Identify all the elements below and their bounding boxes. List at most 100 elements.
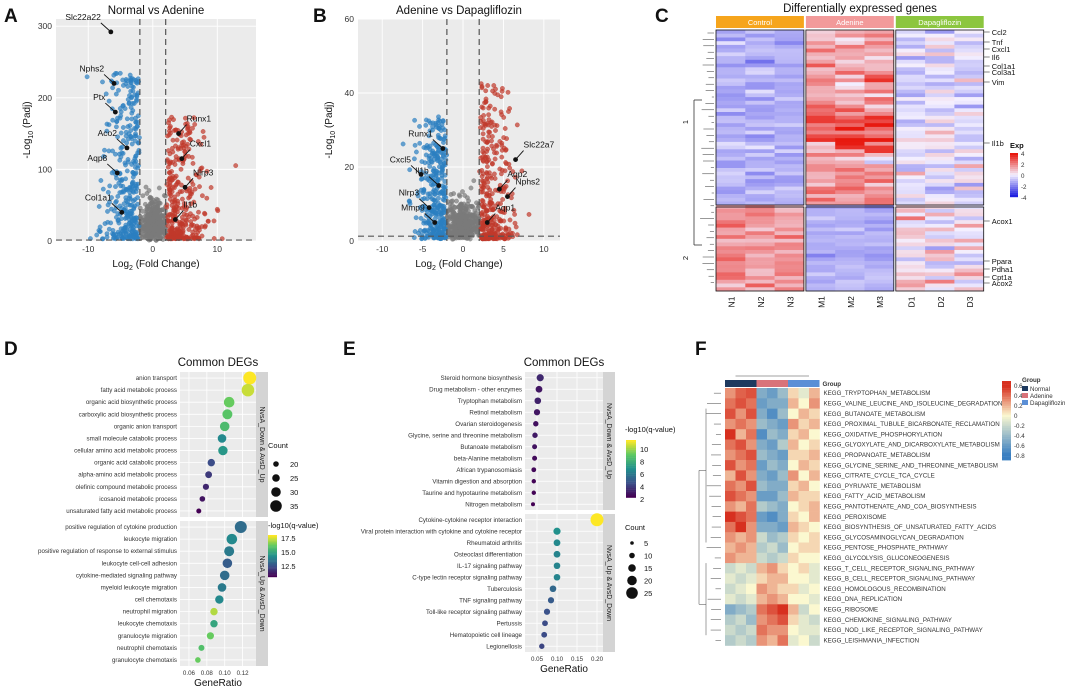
gene-label: Runx1 <box>187 114 212 124</box>
heatmap-cell <box>745 59 775 64</box>
heatmap-cell <box>716 242 746 247</box>
heatmap-cell <box>767 408 778 420</box>
heatmap-cell <box>809 532 820 543</box>
heatmap-cell <box>954 52 984 57</box>
legend-gradient <box>626 457 636 460</box>
heatmap-cell <box>716 78 746 83</box>
data-point <box>484 208 489 214</box>
heatmap-cell <box>809 511 820 523</box>
facet-label: NvsA_Down & AvsD_Up <box>258 406 265 482</box>
legend-gradient <box>1002 429 1011 432</box>
heatmap-cell <box>774 171 805 176</box>
heatmap-cell <box>895 78 926 83</box>
heatmap-cell <box>954 85 984 90</box>
heatmap-cell <box>864 115 895 120</box>
data-point <box>147 212 152 218</box>
heatmap-cell <box>925 100 955 105</box>
data-point <box>507 106 512 111</box>
heatmap-cell <box>745 37 775 42</box>
data-point <box>425 220 431 225</box>
data-point <box>447 205 453 211</box>
heatmap-cell <box>805 186 836 191</box>
data-point <box>494 123 500 128</box>
heatmap-cell <box>864 171 895 176</box>
heatmap-cell <box>925 253 955 258</box>
term-label: African trypanosomiasis <box>456 467 522 474</box>
heatmap-cell <box>835 168 865 173</box>
legend-gradient <box>626 481 636 484</box>
heatmap-cell <box>725 552 736 564</box>
data-point <box>192 186 198 192</box>
data-point <box>184 234 190 240</box>
heatmap-cell <box>746 552 757 564</box>
heatmap-cell <box>716 52 746 57</box>
heatmap-cell <box>954 276 984 281</box>
heatmap-cell <box>745 186 775 191</box>
panel-label-E: E <box>343 339 356 360</box>
legend-gradient <box>626 451 636 453</box>
heatmap-cell <box>746 480 757 492</box>
data-point <box>514 122 520 128</box>
heatmap-cell <box>774 268 805 273</box>
heatmap-cell <box>756 480 768 492</box>
heatmap-cell <box>788 501 799 512</box>
legend-label: 10 <box>644 552 652 561</box>
data-point <box>175 179 181 185</box>
term-label: positive regulation of response to exter… <box>38 548 177 555</box>
pathway-label: KEGG_CITRATE_CYCLE_TCA_CYCLE <box>824 473 935 480</box>
y-tick-label: 100 <box>38 164 52 174</box>
heatmap-cell <box>745 119 775 124</box>
data-point <box>429 196 435 202</box>
heatmap-cell <box>788 418 799 430</box>
heatmap-cell <box>954 279 984 284</box>
heatmap-cell <box>767 460 778 471</box>
heatmap-cell <box>746 470 757 481</box>
legend-gradient <box>268 564 277 566</box>
heatmap-cell <box>777 521 789 533</box>
heatmap-cell <box>864 97 895 102</box>
data-point <box>129 181 135 187</box>
heatmap-cell <box>735 398 747 409</box>
data-point <box>98 178 104 183</box>
legend-dot <box>626 587 638 599</box>
heatmap-cell <box>864 160 895 165</box>
data-point <box>181 201 187 206</box>
data-point <box>169 203 175 208</box>
data-point <box>419 159 425 164</box>
legend-gradient <box>1010 187 1018 190</box>
data-point <box>190 125 195 131</box>
legend-gradient <box>1002 393 1011 396</box>
heatmap-cell <box>835 212 865 217</box>
heatmap-cell <box>756 491 768 502</box>
heatmap-cell <box>735 604 747 615</box>
data-point <box>490 207 496 213</box>
heatmap-cell <box>716 179 746 184</box>
heatmap-cell <box>925 246 955 251</box>
legend-gradient <box>1002 415 1011 418</box>
heatmap-cell <box>756 398 768 409</box>
data-point <box>94 232 100 238</box>
heatmap-cell <box>745 194 775 199</box>
heatmap-cell <box>864 59 895 64</box>
gene-label: Runx1 <box>408 129 433 139</box>
data-point <box>489 226 495 232</box>
data-point <box>436 135 441 140</box>
data-point <box>187 185 193 191</box>
heatmap-cell <box>954 74 984 79</box>
heatmap-cell <box>895 283 926 288</box>
heatmap-cell <box>716 85 746 90</box>
data-point <box>208 185 214 190</box>
pathway-label: KEGG_OXIDATIVE_PHOSPHORYLATION <box>824 431 943 438</box>
heatmap-cell <box>864 276 895 281</box>
term-label: beta-Alanine metabolism <box>454 455 522 462</box>
legend-dot <box>629 552 635 559</box>
data-point <box>140 193 146 199</box>
data-point <box>133 170 139 176</box>
data-point <box>171 207 176 213</box>
data-point <box>183 207 189 213</box>
data-point <box>204 168 210 174</box>
heatmap-cell <box>864 223 895 228</box>
gene-label: Il1b <box>992 139 1004 148</box>
heatmap-cell <box>735 429 747 440</box>
heatmap-cell <box>716 164 746 169</box>
